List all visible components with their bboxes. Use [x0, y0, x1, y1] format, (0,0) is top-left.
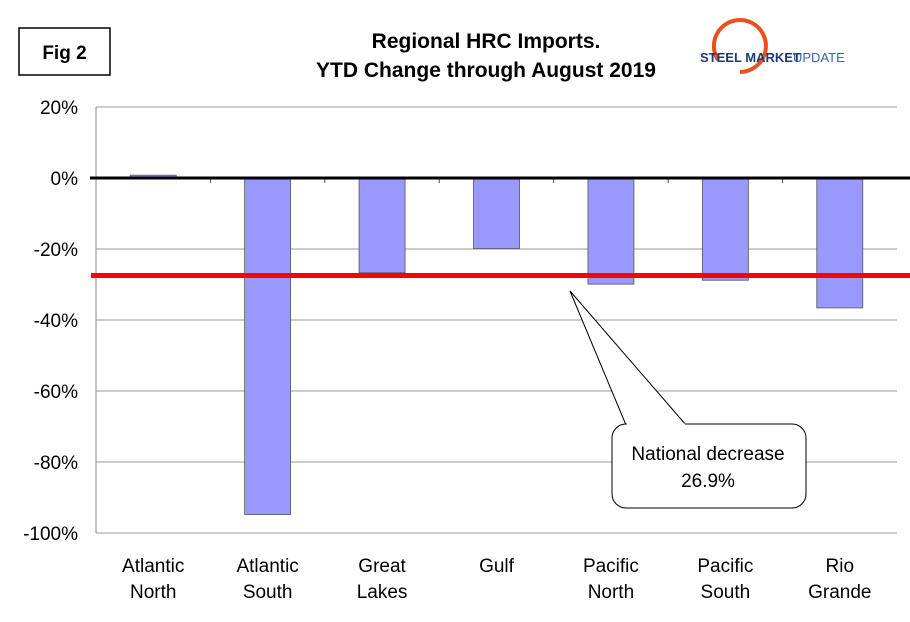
- x-tick-label: Atlantic: [236, 556, 298, 577]
- bar: [244, 177, 292, 515]
- y-tick-label: -60%: [34, 382, 78, 403]
- x-tick-label: Gulf: [479, 556, 515, 577]
- logo-text-light: UPDATE: [793, 50, 845, 65]
- annotation-callout: National decrease 26.9%: [569, 290, 807, 509]
- logo-text-bold: STEEL MARKET: [700, 50, 801, 65]
- x-tick-label: Grande: [808, 582, 871, 603]
- x-tick-label: South: [701, 582, 751, 603]
- y-tick-label: 0%: [51, 169, 79, 190]
- steel-market-update-logo: STEEL MARKET UPDATE: [700, 18, 845, 74]
- x-tick-label: South: [243, 582, 293, 603]
- x-tick-label: Great: [358, 556, 406, 577]
- chart-title-line2: YTD Change through August 2019: [316, 59, 656, 82]
- bar: [816, 177, 864, 309]
- x-tick-label: Pacific: [697, 556, 753, 577]
- y-tick-label: -100%: [23, 524, 78, 545]
- callout-line2: 26.9%: [681, 471, 735, 492]
- y-tick-label: 20%: [40, 98, 78, 119]
- x-tick-label: Lakes: [357, 582, 408, 603]
- callout-box: [611, 423, 807, 509]
- y-tick-label: -40%: [34, 311, 78, 332]
- callout-pointer: [569, 290, 687, 426]
- x-tick-label: North: [130, 582, 176, 603]
- bar: [587, 177, 635, 285]
- bar: [358, 177, 406, 274]
- x-tick-label: Pacific: [583, 556, 639, 577]
- x-tick-label: Rio: [826, 556, 855, 577]
- x-tick-label: Atlantic: [122, 556, 184, 577]
- fig-label-box: [18, 27, 111, 76]
- fig-label: Fig 2: [42, 43, 86, 64]
- bar: [701, 177, 749, 281]
- y-tick-label: -80%: [34, 453, 78, 474]
- callout-line1: National decrease: [631, 444, 784, 465]
- y-tick-label: -20%: [34, 240, 78, 261]
- chart-title-line1: Regional HRC Imports.: [372, 30, 601, 53]
- bar: [473, 177, 520, 250]
- x-tick-label: North: [588, 582, 634, 603]
